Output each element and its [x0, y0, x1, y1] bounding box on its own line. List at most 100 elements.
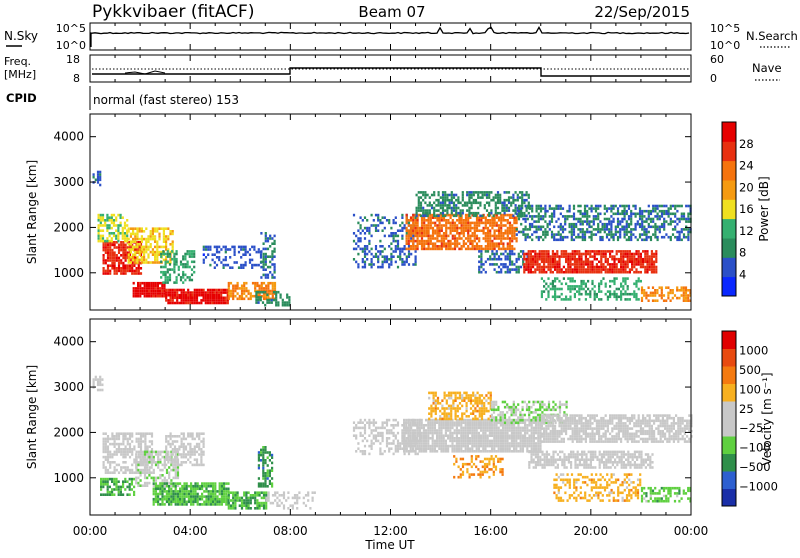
scatter-cell	[185, 448, 187, 451]
scatter-cell	[239, 298, 241, 301]
scatter-cell	[125, 438, 127, 441]
scatter-cell	[111, 257, 113, 260]
scatter-cell	[536, 207, 538, 210]
scatter-cell	[428, 245, 430, 248]
scatter-cell	[104, 224, 106, 227]
scatter-cell	[377, 216, 379, 219]
scatter-cell	[170, 479, 172, 482]
scatter-cell	[271, 255, 273, 258]
scatter-cell	[223, 485, 225, 488]
scatter-cell	[393, 240, 395, 243]
scatter-cell	[232, 292, 234, 295]
scatter-cell	[172, 495, 174, 498]
scatter-cell	[445, 224, 447, 227]
scatter-cell	[507, 219, 509, 222]
scatter-cell	[190, 498, 192, 501]
scatter-cell	[629, 250, 631, 253]
scatter-cell	[209, 289, 211, 292]
scatter-cell	[552, 285, 554, 288]
scatter-cell	[216, 248, 218, 251]
scatter-cell	[651, 261, 653, 264]
scatter-cell	[401, 263, 403, 266]
scatter-cell	[107, 471, 109, 474]
scatter-cell	[573, 215, 575, 218]
scatter-cell	[111, 259, 113, 262]
scatter-cell	[602, 226, 604, 229]
scatter-cell	[210, 495, 212, 498]
scatter-cell	[379, 245, 381, 248]
scatter-cell	[357, 240, 359, 243]
scatter-cell	[136, 259, 138, 262]
scatter-cell	[652, 207, 654, 210]
scatter-cell	[444, 199, 446, 202]
scatter-cell	[128, 256, 130, 259]
scatter-cell	[229, 266, 231, 269]
scatter-cell	[109, 219, 111, 222]
scatter-cell	[549, 223, 551, 226]
scatter-cell	[225, 289, 227, 292]
scatter-cell	[502, 224, 504, 227]
date-title: 22/Sep/2015	[594, 3, 690, 21]
scatter-cell	[261, 491, 263, 494]
scatter-cell	[587, 253, 589, 256]
scatter-cell	[214, 501, 216, 504]
scatter-cell	[393, 250, 395, 253]
scatter-cell	[552, 266, 554, 269]
scatter-cell	[156, 246, 158, 249]
scatter-cell	[280, 294, 282, 297]
scatter-cell	[525, 205, 527, 208]
scatter-cell	[582, 236, 584, 239]
scatter-cell	[379, 222, 381, 225]
scatter-cell	[136, 235, 138, 238]
scatter-cell	[139, 295, 141, 298]
scatter-cell	[390, 242, 392, 245]
scatter-cell	[663, 220, 665, 223]
scatter-cell	[124, 224, 126, 227]
scatter-cell	[541, 290, 543, 293]
scatter-cell	[156, 251, 158, 254]
scatter-cell	[205, 490, 207, 493]
scatter-cell	[379, 427, 381, 430]
scatter-cell	[447, 245, 449, 248]
scatter-cell	[405, 424, 407, 427]
scatter-cell	[136, 471, 138, 474]
scatter-cell	[122, 246, 124, 249]
scatter-cell	[368, 229, 370, 232]
scatter-cell	[458, 235, 460, 238]
scatter-cell	[628, 236, 630, 239]
scatter-cell	[433, 191, 435, 194]
scatter-cell	[414, 224, 416, 227]
scatter-cell	[116, 257, 118, 260]
scatter-cell	[99, 173, 101, 176]
scatter-cell	[256, 499, 258, 502]
scatter-cell	[243, 290, 245, 293]
scatter-cell	[225, 302, 227, 305]
scatter-cell	[520, 255, 522, 258]
scatter-cell	[609, 253, 611, 256]
scatter-cell	[170, 299, 172, 302]
scatter-cell	[191, 253, 193, 256]
scatter-cell	[547, 253, 549, 256]
scatter-cell	[141, 235, 143, 238]
scatter-cell	[274, 494, 276, 497]
scatter-cell	[462, 212, 464, 215]
scatter-cell	[576, 253, 578, 256]
scatter-cell	[451, 207, 453, 210]
scatter-cell	[124, 222, 126, 225]
scatter-cell	[683, 215, 685, 218]
scatter-cell	[532, 263, 534, 266]
scatter-cell	[613, 283, 615, 286]
scatter-cell	[442, 196, 444, 199]
scatter-cell	[272, 295, 274, 298]
scatter-cell	[491, 263, 493, 266]
scatter-cell	[169, 268, 171, 271]
scatter-cell	[648, 218, 650, 221]
scatter-cell	[390, 442, 392, 445]
scatter-cell	[538, 218, 540, 221]
scatter-cell	[507, 266, 509, 269]
scatter-cell	[303, 502, 305, 505]
scatter-cell	[410, 229, 412, 232]
scatter-cell	[188, 485, 190, 488]
scatter-cell	[674, 215, 676, 218]
scatter-cell	[496, 235, 498, 238]
